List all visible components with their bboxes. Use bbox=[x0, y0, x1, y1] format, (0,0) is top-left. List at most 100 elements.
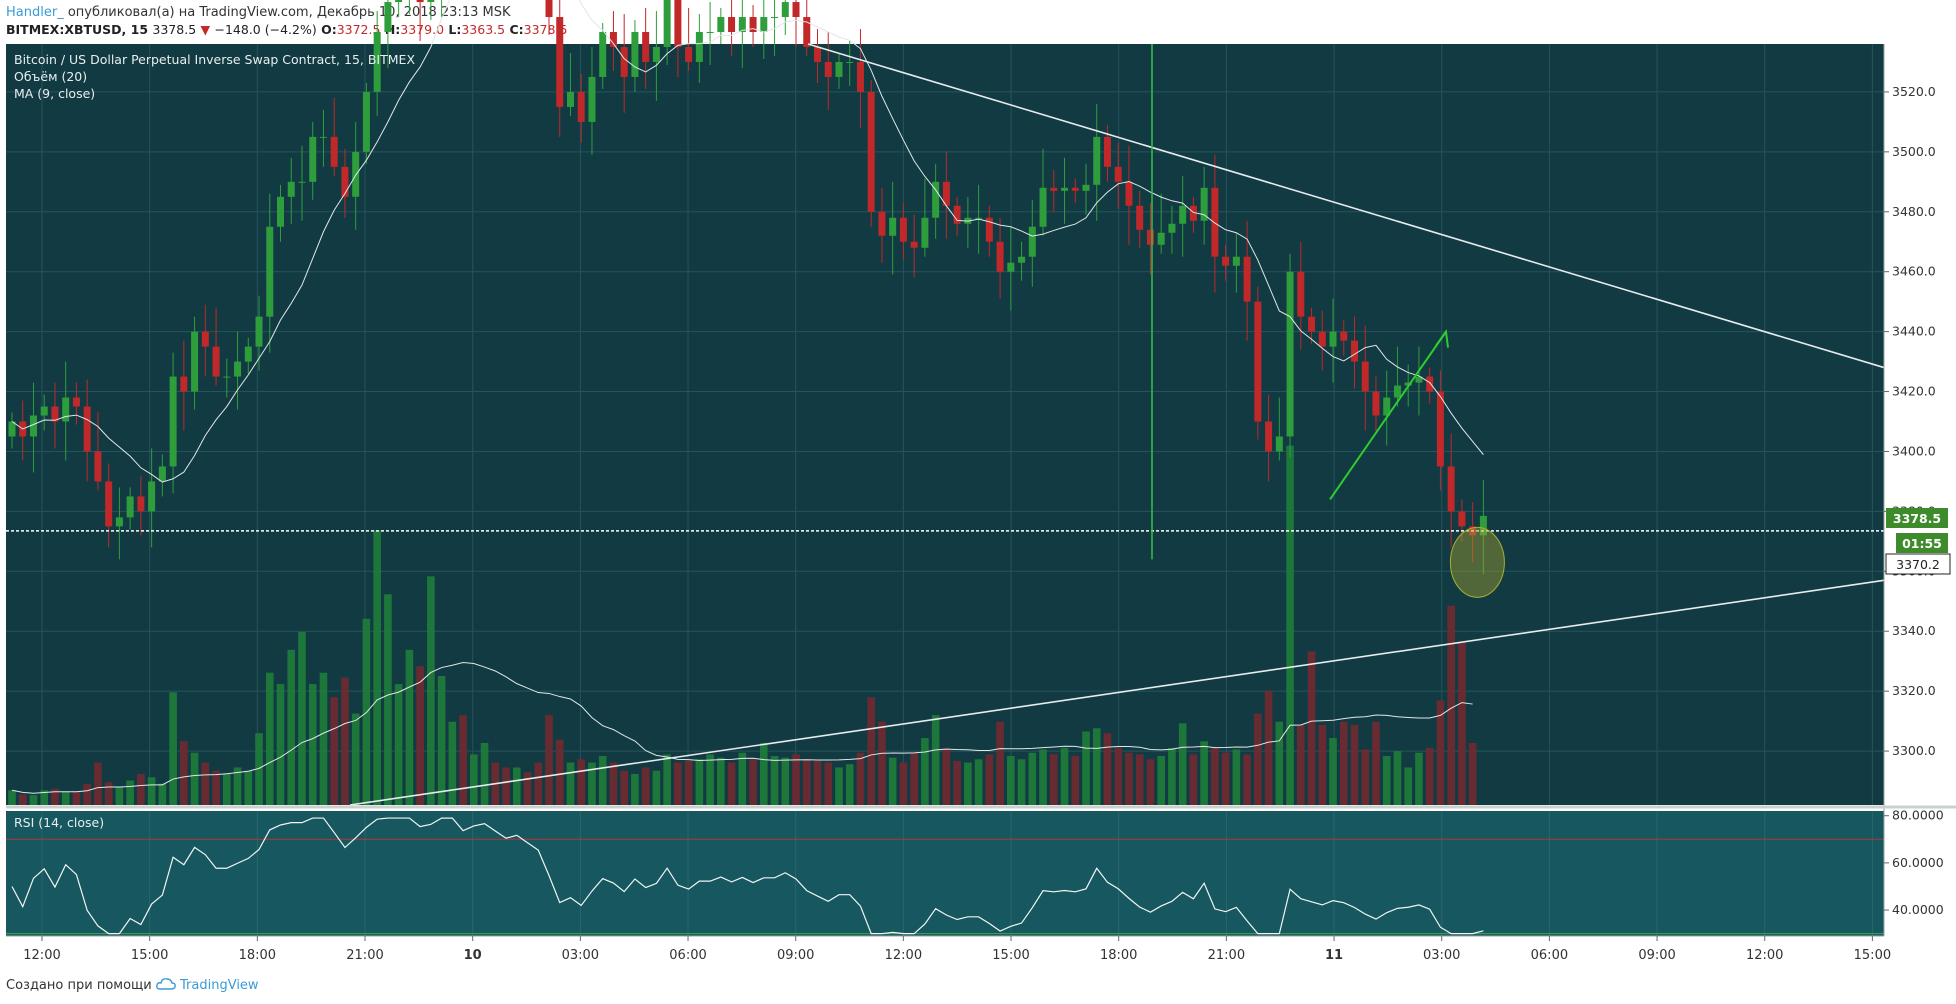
volume-bar bbox=[341, 677, 349, 805]
moving-averages bbox=[11, 0, 1484, 794]
tradingview-link[interactable]: TradingView bbox=[180, 978, 259, 993]
volume-bar bbox=[523, 772, 532, 805]
candle-body bbox=[1103, 136, 1111, 167]
volume-bar bbox=[18, 794, 27, 805]
candle-body bbox=[1061, 187, 1069, 191]
candle-body bbox=[51, 406, 59, 422]
time-tick-label: 06:00 bbox=[1531, 948, 1568, 963]
candle-body bbox=[201, 331, 209, 347]
volume-bar bbox=[1028, 752, 1037, 805]
price-tick-label: 3440.0 bbox=[1892, 324, 1936, 339]
candle-body bbox=[244, 346, 252, 362]
volume-bar bbox=[351, 713, 360, 805]
rsi-pane-background[interactable] bbox=[6, 811, 1884, 936]
open-label: O: bbox=[321, 22, 337, 37]
volume-bar bbox=[1189, 754, 1198, 805]
volume-bar bbox=[1286, 445, 1294, 805]
author-link[interactable]: Handler_ bbox=[6, 5, 64, 20]
ascending-trend-line bbox=[349, 579, 1885, 806]
volume-bar bbox=[72, 791, 81, 805]
candle-body bbox=[1136, 205, 1144, 230]
candle-body bbox=[94, 451, 102, 482]
candle-body bbox=[1447, 466, 1455, 512]
volume-bar bbox=[953, 760, 961, 805]
time-tick-label: 15:00 bbox=[131, 948, 168, 963]
candle-body bbox=[867, 91, 875, 212]
volume-bar bbox=[1039, 749, 1047, 805]
candle-body bbox=[577, 91, 585, 122]
candle-body bbox=[846, 61, 854, 63]
created-with-label: Создано при помощи bbox=[6, 978, 152, 993]
price-pane-background[interactable] bbox=[6, 44, 1884, 805]
volume-bar bbox=[1339, 721, 1348, 805]
candle-body bbox=[620, 46, 628, 77]
volume-bar bbox=[190, 752, 199, 805]
candle-body bbox=[1093, 136, 1101, 185]
candle-body bbox=[266, 226, 274, 317]
volume-bar bbox=[319, 672, 328, 805]
volume-bar bbox=[147, 777, 156, 805]
rsi-tick-label: 80.0000 bbox=[1892, 808, 1944, 823]
candle-body bbox=[1318, 331, 1326, 347]
candle-body bbox=[395, 0, 403, 3]
grid-lines bbox=[6, 44, 1884, 936]
volume-bar bbox=[40, 790, 49, 805]
volume-bar bbox=[330, 697, 338, 805]
candle-body bbox=[856, 61, 864, 92]
volume-bar bbox=[727, 762, 736, 805]
volume-bar bbox=[555, 739, 564, 805]
volume-bar bbox=[416, 666, 424, 805]
price-axis-background[interactable] bbox=[1884, 44, 1956, 936]
price-tick-label: 3420.0 bbox=[1892, 384, 1936, 399]
candle-body bbox=[695, 32, 703, 62]
volume-bar bbox=[29, 795, 38, 805]
candle-body bbox=[1351, 340, 1358, 362]
candle-body bbox=[1340, 331, 1348, 341]
candle-body bbox=[1125, 181, 1133, 206]
candle-body bbox=[62, 397, 70, 422]
candle-body bbox=[824, 61, 832, 77]
volume-bar bbox=[1168, 747, 1176, 805]
volume-bar bbox=[566, 762, 575, 805]
volume-bar bbox=[631, 773, 639, 805]
candle-body bbox=[738, 17, 746, 33]
volume-bar bbox=[899, 762, 908, 805]
time-tick-label: 21:00 bbox=[346, 948, 383, 963]
candle-body bbox=[760, 17, 768, 33]
volume-bar bbox=[1254, 713, 1262, 805]
candle-body bbox=[1232, 256, 1240, 266]
candle-body bbox=[953, 205, 961, 224]
volume-bar bbox=[931, 715, 940, 805]
rsi-series bbox=[11, 817, 1484, 935]
volume-bar bbox=[1178, 723, 1187, 805]
volume-bar bbox=[137, 773, 145, 805]
volume-bar bbox=[835, 767, 843, 805]
candle-body bbox=[663, 0, 671, 47]
volume-bar bbox=[1447, 605, 1455, 805]
volume-bar bbox=[115, 787, 124, 805]
volume-bar bbox=[265, 672, 274, 805]
volume-bar bbox=[308, 684, 317, 805]
candle-body bbox=[803, 17, 811, 47]
candle-body bbox=[115, 517, 123, 527]
publish-info: опубликовал(а) на TradingView.com, Декаб… bbox=[67, 5, 511, 20]
candle-body bbox=[1329, 331, 1337, 347]
rsi-legend: RSI (14, close) bbox=[14, 815, 104, 830]
candle-body bbox=[40, 406, 48, 416]
candle-body bbox=[416, 0, 424, 3]
candle-body bbox=[1018, 256, 1026, 263]
candle-body bbox=[287, 181, 295, 197]
candle-body bbox=[1168, 223, 1176, 233]
volume-bar bbox=[1350, 724, 1359, 805]
volume-bar bbox=[502, 767, 510, 805]
candle-body bbox=[942, 181, 950, 206]
volume-bar bbox=[1468, 742, 1477, 805]
volume-bar bbox=[405, 649, 414, 805]
volume-bar bbox=[1007, 756, 1015, 805]
candle-body bbox=[652, 46, 660, 62]
volume-bar bbox=[1125, 752, 1133, 805]
volume-ma-line bbox=[11, 661, 1473, 794]
candle-body bbox=[373, 32, 381, 92]
price-tick-label: 3400.0 bbox=[1892, 443, 1936, 458]
